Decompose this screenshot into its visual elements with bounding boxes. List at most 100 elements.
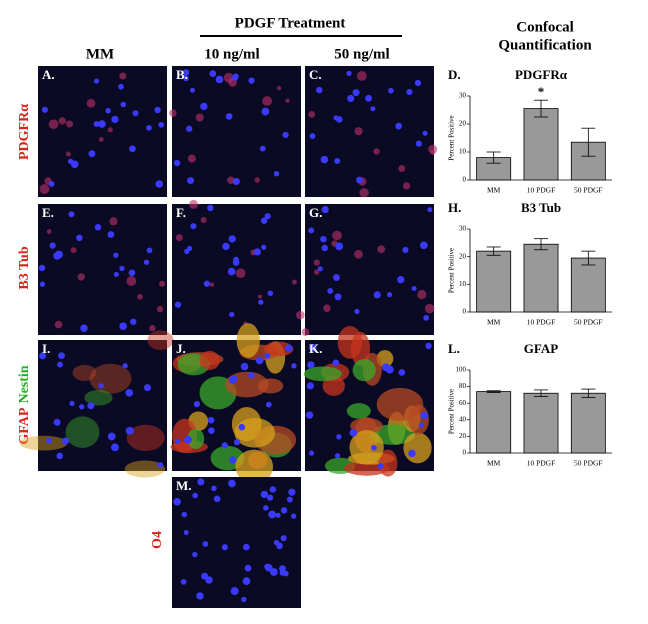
nucleus (70, 160, 79, 169)
nucleus (248, 372, 255, 379)
nucleus (334, 158, 341, 164)
x-tick-label: MM (487, 459, 501, 468)
stain (424, 303, 435, 314)
nucleus (282, 131, 289, 139)
nucleus (208, 427, 215, 434)
nucleus (39, 281, 46, 287)
row-label: PDGFRα (17, 104, 32, 160)
nucleus (317, 266, 323, 272)
nucleus (146, 247, 153, 254)
nucleus (76, 234, 83, 242)
nucleus (193, 401, 200, 408)
nucleus (420, 241, 428, 250)
micrograph (38, 66, 167, 197)
nucleus (98, 383, 104, 389)
panel-label: F. (176, 205, 186, 220)
stain (403, 432, 432, 464)
nucleus (69, 400, 75, 407)
nucleus (352, 89, 360, 97)
nucleus (261, 244, 267, 250)
nucleus (143, 259, 150, 265)
stain (301, 328, 310, 337)
panel-label: M. (176, 478, 192, 493)
nucleus (308, 343, 317, 352)
annotation: * (538, 84, 545, 99)
stain (263, 341, 294, 357)
stain (430, 149, 436, 155)
nucleus (48, 181, 55, 187)
stain (303, 366, 342, 382)
nucleus (229, 311, 235, 318)
nucleus (79, 404, 85, 410)
stain (225, 371, 269, 398)
nucleus (260, 490, 269, 499)
stain (359, 188, 369, 198)
nucleus (385, 365, 394, 374)
nucleus (406, 88, 413, 95)
nucleus (227, 267, 236, 276)
nucleus (423, 315, 429, 321)
nucleus (80, 324, 88, 332)
micrograph (305, 66, 434, 197)
nucleus (377, 462, 384, 470)
nucleus (279, 565, 286, 573)
stain (398, 164, 406, 173)
nucleus (221, 442, 228, 449)
nucleus (398, 369, 406, 376)
stain (187, 428, 205, 449)
y-tick-label: 100 (456, 366, 467, 374)
nucleus (414, 79, 422, 87)
nucleus (190, 223, 197, 230)
nucleus (232, 375, 238, 381)
nucleus (388, 87, 394, 94)
stain (98, 137, 104, 142)
nucleus (87, 402, 95, 410)
stain (262, 96, 272, 106)
nucleus (88, 150, 96, 158)
nucleus (408, 449, 416, 458)
nucleus (264, 564, 273, 572)
nucleus (259, 145, 266, 152)
error-bar (534, 389, 548, 397)
nucleus (290, 513, 297, 519)
error-bar (581, 250, 596, 266)
error-bar (581, 388, 596, 398)
stain (349, 430, 384, 465)
row-label: GFAP Nestin (17, 365, 32, 444)
nucleus (203, 280, 211, 287)
panel-label: E. (42, 205, 54, 220)
stain (58, 117, 67, 125)
bar (523, 108, 559, 181)
panel-label: A. (42, 67, 55, 82)
nucleus (418, 422, 424, 428)
nucleus (175, 438, 181, 444)
nucleus (356, 176, 363, 184)
stain (149, 325, 156, 332)
stain (84, 389, 113, 406)
y-tick-label: 40 (459, 415, 467, 423)
nucleus (130, 318, 137, 325)
nucleus (186, 245, 193, 252)
panel-label: I. (42, 341, 50, 356)
error-bar (581, 127, 596, 157)
bar (476, 250, 512, 313)
nucleus (213, 495, 221, 503)
nucleus (253, 248, 261, 256)
nucleus (280, 507, 288, 514)
nucleus (232, 74, 239, 81)
bar (523, 243, 559, 313)
nucleus (265, 401, 272, 408)
stain (354, 127, 363, 136)
bar (570, 392, 606, 454)
nucleus (387, 292, 393, 298)
stain (417, 289, 427, 300)
nucleus (183, 75, 189, 82)
stain (19, 435, 68, 451)
nucleus (264, 352, 271, 359)
nucleus (38, 264, 46, 272)
y-tick-label: 0 (463, 449, 467, 457)
nucleus (284, 344, 293, 352)
nucleus (118, 83, 124, 90)
nucleus (306, 382, 314, 390)
nucleus (228, 479, 236, 488)
